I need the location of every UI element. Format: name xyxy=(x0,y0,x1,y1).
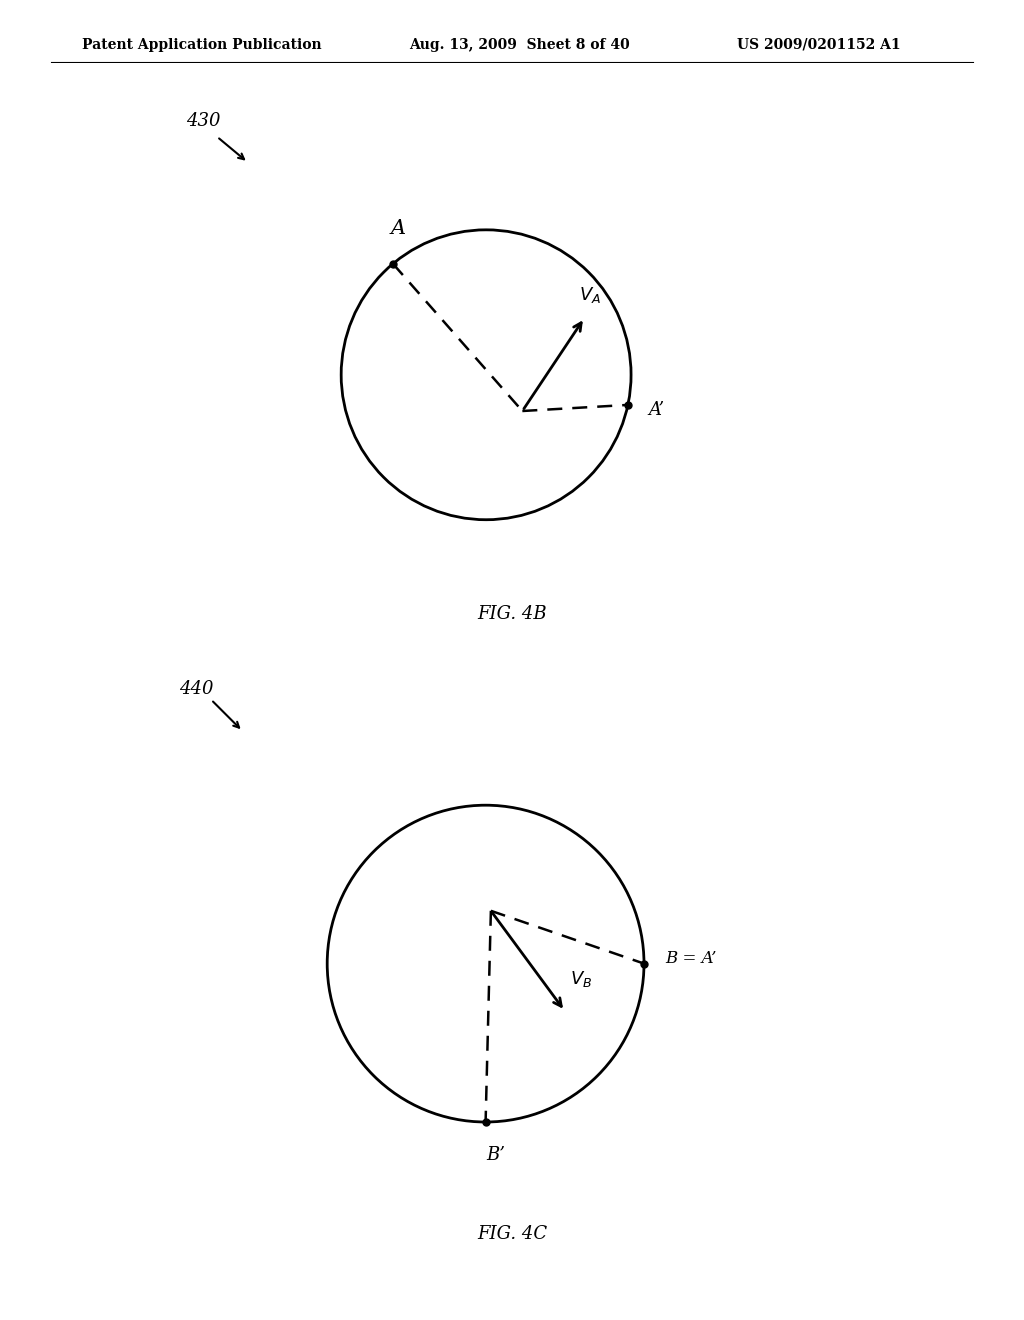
Text: A’: A’ xyxy=(648,401,665,418)
Text: $V_A$: $V_A$ xyxy=(580,285,601,305)
Text: FIG. 4C: FIG. 4C xyxy=(477,1225,547,1243)
Text: A: A xyxy=(390,219,406,238)
Text: FIG. 4B: FIG. 4B xyxy=(477,606,547,623)
Text: 430: 430 xyxy=(186,112,220,131)
Text: B = A’: B = A’ xyxy=(666,950,717,966)
Text: 440: 440 xyxy=(179,680,214,698)
Text: Patent Application Publication: Patent Application Publication xyxy=(82,38,322,51)
Text: Aug. 13, 2009  Sheet 8 of 40: Aug. 13, 2009 Sheet 8 of 40 xyxy=(410,38,631,51)
Text: $V_B$: $V_B$ xyxy=(570,969,592,990)
Text: US 2009/0201152 A1: US 2009/0201152 A1 xyxy=(737,38,901,51)
Text: B’: B’ xyxy=(486,1146,506,1164)
